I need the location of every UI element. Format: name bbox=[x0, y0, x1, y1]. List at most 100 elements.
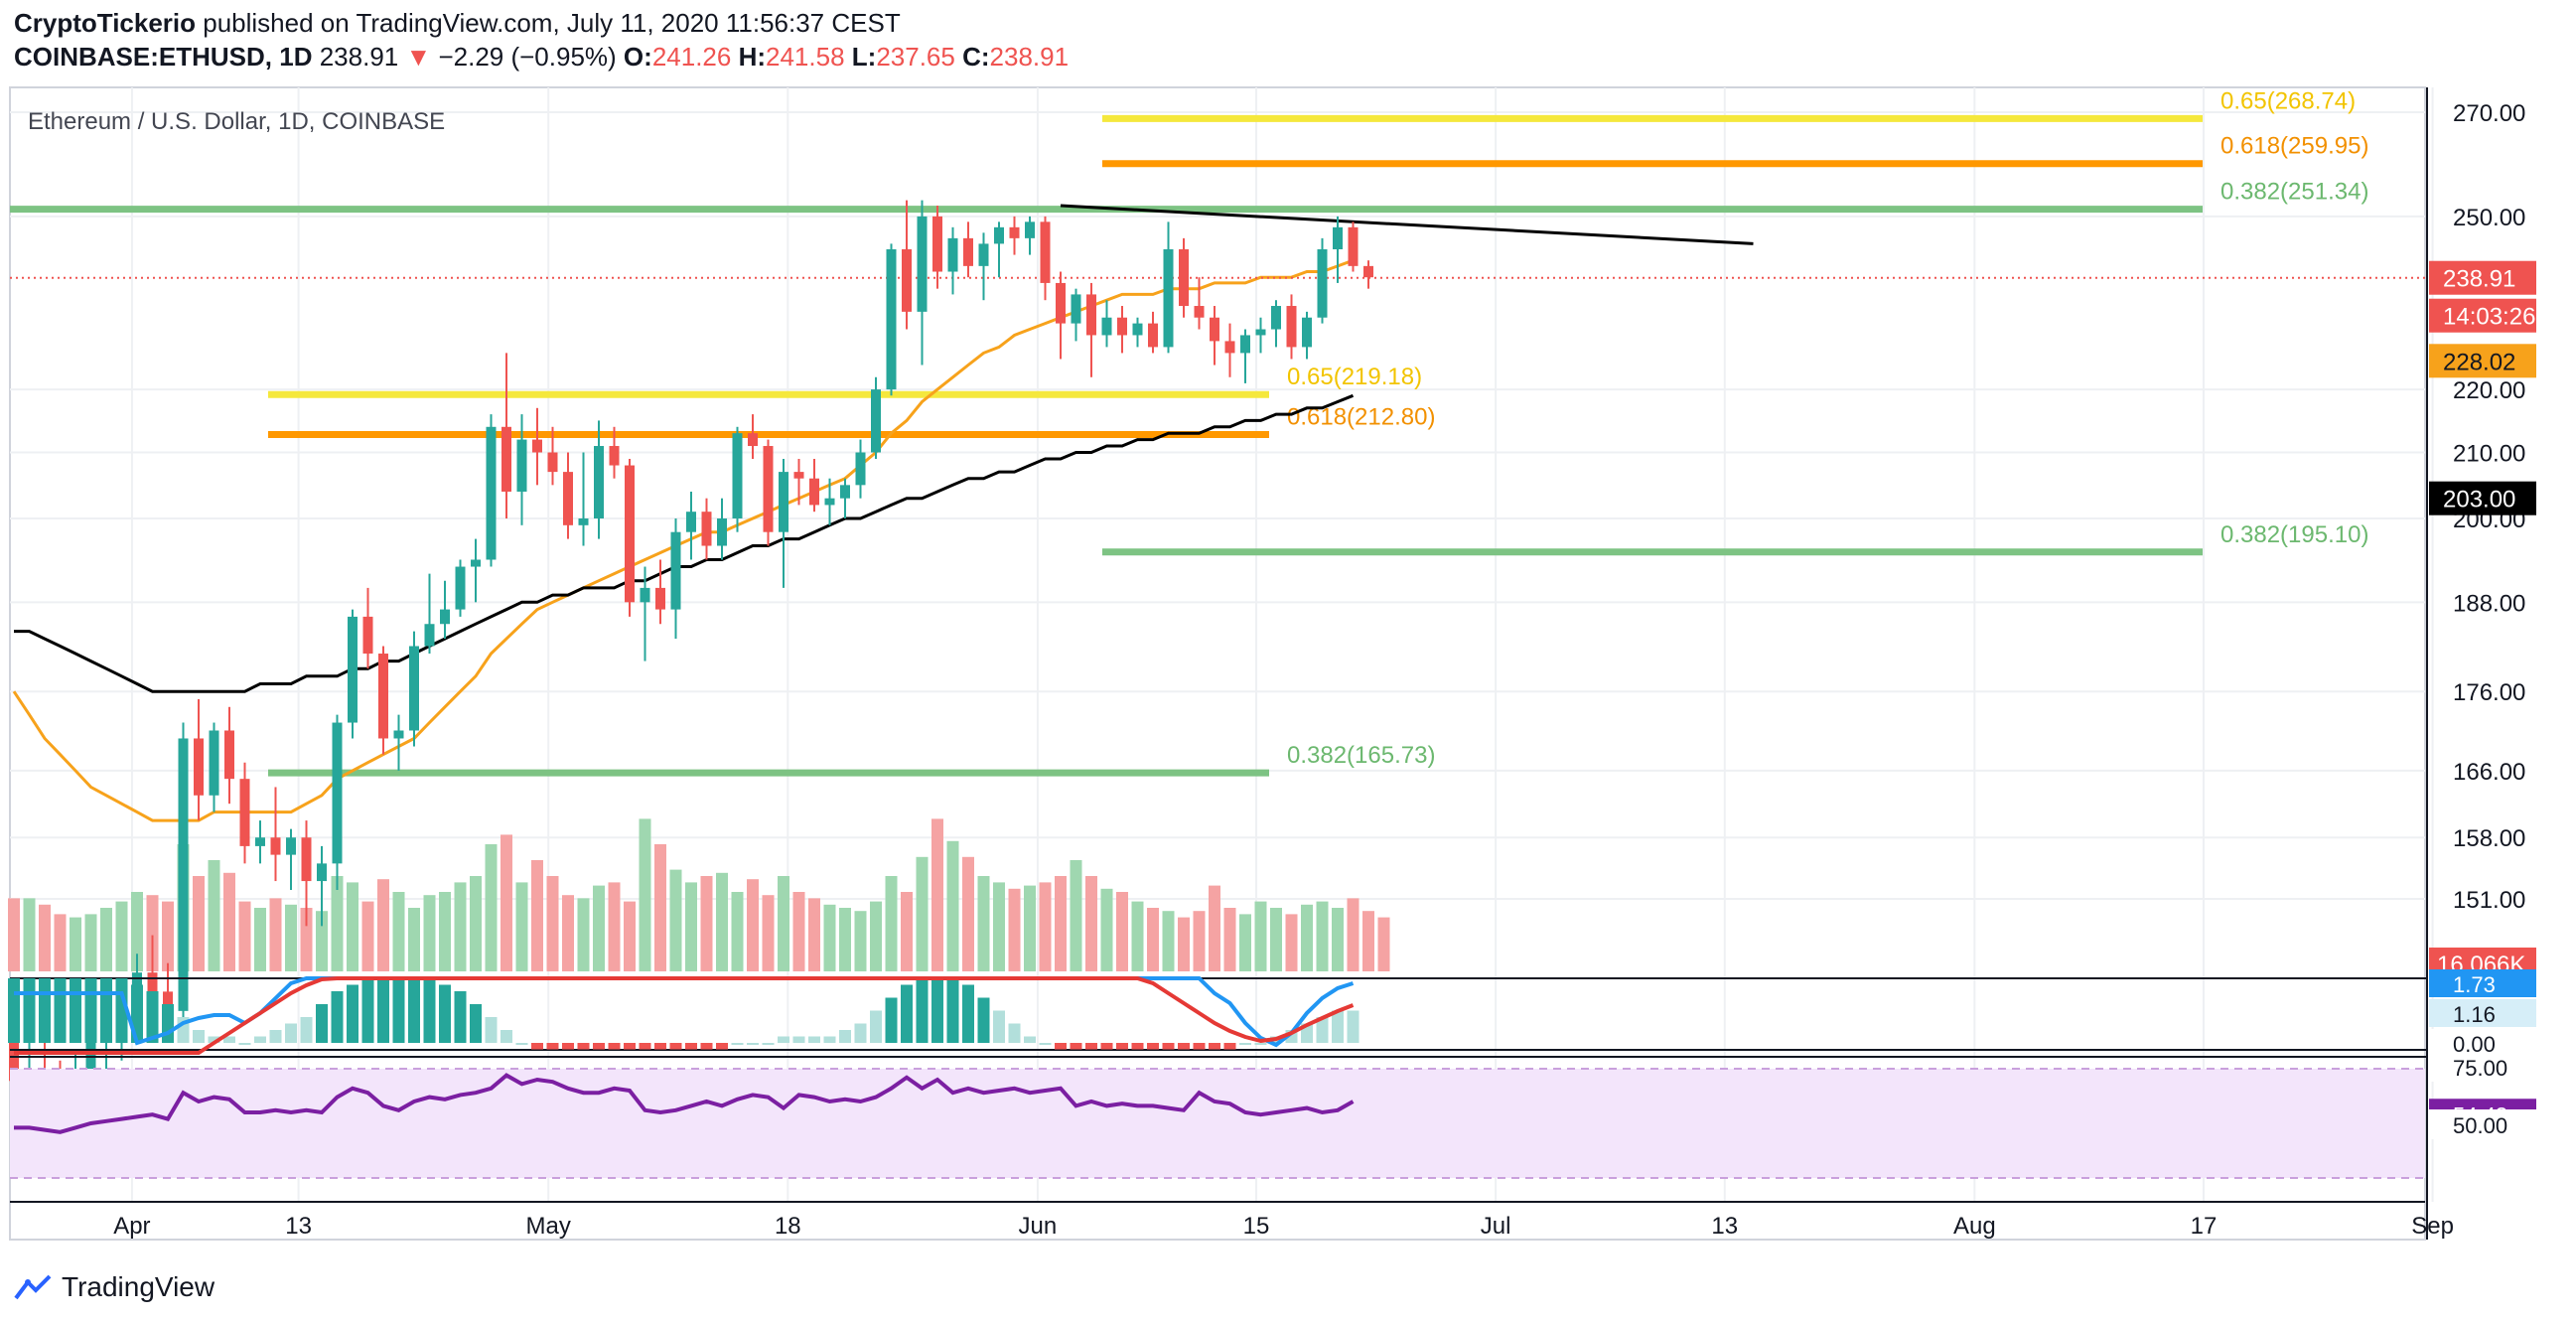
volume-bar bbox=[1100, 888, 1113, 971]
volume-bar bbox=[839, 908, 851, 971]
macd-hist-bar bbox=[269, 1030, 282, 1043]
time-tick-label: Sep bbox=[2411, 1213, 2454, 1240]
candle-body bbox=[301, 837, 312, 882]
price-tick-label: 188.00 bbox=[2453, 590, 2525, 617]
volume-bar bbox=[285, 904, 297, 971]
candle-body bbox=[1348, 226, 1359, 266]
price-tick-label: 220.00 bbox=[2453, 377, 2525, 404]
macd-hist-bar bbox=[1055, 1043, 1067, 1050]
macd-hist-bar bbox=[208, 1036, 220, 1043]
volume-bar bbox=[1039, 882, 1052, 971]
candle-body bbox=[978, 243, 989, 266]
publish-line: CryptoTickerio published on TradingView.… bbox=[14, 6, 901, 40]
fib-level-label: 0.382(195.10) bbox=[2220, 521, 2368, 548]
candle-body bbox=[1071, 294, 1081, 324]
sma-line bbox=[14, 393, 1355, 693]
volume-bar bbox=[377, 879, 389, 971]
published-text: published on TradingView.com, July 11, 2… bbox=[203, 8, 901, 38]
footer: TradingView bbox=[14, 1267, 215, 1307]
close-value: 238.91 bbox=[989, 42, 1070, 72]
macd-hist-bar bbox=[1100, 1043, 1113, 1050]
volume-bar bbox=[1085, 876, 1097, 971]
candle-body bbox=[440, 609, 450, 625]
macd-hist-bar bbox=[392, 978, 405, 1043]
macd-hist-bar bbox=[454, 991, 467, 1043]
volume-bar bbox=[901, 892, 913, 971]
macd-hist-bar bbox=[316, 1004, 328, 1043]
macd-hist-bar bbox=[1209, 1043, 1220, 1050]
close-label: C: bbox=[962, 42, 990, 72]
footer-brand[interactable]: TradingView bbox=[62, 1271, 215, 1302]
volume-bar bbox=[1270, 908, 1282, 971]
volume-bar bbox=[1209, 885, 1220, 971]
fib-level-label: 0.382(165.73) bbox=[1287, 742, 1435, 769]
candle-body bbox=[409, 646, 419, 731]
macd-hist-bar bbox=[870, 1010, 882, 1043]
volume-bar bbox=[624, 901, 636, 971]
macd-hist-bar bbox=[669, 1043, 682, 1050]
price-label-bg bbox=[2429, 298, 2536, 333]
macd-hist-bar bbox=[1131, 1043, 1144, 1050]
price-tick-label: 151.00 bbox=[2453, 887, 2525, 914]
candle-body bbox=[947, 237, 958, 272]
candle-body bbox=[1101, 317, 1112, 336]
volume-bar bbox=[1147, 908, 1159, 971]
time-tick-label: May bbox=[526, 1213, 571, 1240]
macd-hist-bar bbox=[977, 997, 990, 1043]
candle-body bbox=[824, 498, 835, 506]
candle-body bbox=[655, 587, 665, 610]
candle-body bbox=[748, 433, 758, 447]
macd-hist-bar bbox=[100, 978, 112, 1043]
volume-bar bbox=[962, 856, 974, 971]
macd-hist-bar bbox=[1070, 1043, 1082, 1050]
macd-hist-bar bbox=[377, 978, 389, 1043]
candle-body bbox=[1132, 323, 1143, 336]
volume-bar bbox=[39, 904, 51, 971]
candle-body bbox=[224, 730, 234, 780]
chart-canvas[interactable]: 0.65(268.74) 0.618(259.95) 0.382(251.34) 0.… bbox=[0, 0, 2576, 1261]
time-tick-label: 13 bbox=[1711, 1213, 1738, 1240]
price-tick-label: 158.00 bbox=[2453, 825, 2525, 852]
price-label-bg bbox=[2429, 481, 2536, 515]
macd-hist-bar bbox=[1239, 1043, 1251, 1045]
volume-bar bbox=[238, 901, 251, 971]
low-value: 237.65 bbox=[876, 42, 955, 72]
candle-body bbox=[194, 738, 204, 796]
time-tick-label: 15 bbox=[1243, 1213, 1270, 1240]
volume-bar bbox=[131, 892, 143, 971]
volume-bar bbox=[1347, 898, 1360, 971]
macd-hist-bar bbox=[854, 1023, 867, 1043]
volume-bar bbox=[731, 892, 744, 971]
macd-hist-bar bbox=[762, 1043, 775, 1045]
candle-body bbox=[855, 452, 866, 486]
macd-hist-bar bbox=[931, 978, 943, 1043]
volume-bar bbox=[485, 844, 498, 971]
price-label-text: 228.02 bbox=[2443, 349, 2515, 375]
volume-bar bbox=[54, 914, 67, 971]
macd-hist-bar bbox=[685, 1043, 697, 1050]
publisher-name[interactable]: CryptoTickerio bbox=[14, 8, 197, 38]
volume-bar bbox=[792, 892, 805, 971]
candle-body bbox=[1117, 317, 1127, 336]
macd-hist-bar bbox=[1116, 1043, 1128, 1050]
volume-bar bbox=[501, 834, 512, 971]
macd-hist-bar bbox=[470, 1004, 482, 1043]
candle-body bbox=[902, 248, 912, 312]
volume-bar bbox=[700, 876, 713, 971]
candle-body bbox=[163, 991, 173, 1011]
macd-hist-bar bbox=[39, 978, 51, 1043]
macd-label-bg bbox=[2429, 969, 2536, 997]
macd-hist-bar bbox=[300, 1017, 313, 1043]
macd-hist-bar bbox=[84, 978, 97, 1043]
volume-bar bbox=[115, 901, 128, 971]
volume-bar bbox=[423, 895, 436, 971]
time-tick-label: Jun bbox=[1019, 1213, 1058, 1240]
volume-bar bbox=[1162, 911, 1175, 971]
time-tick-label: Jul bbox=[1481, 1213, 1511, 1240]
volume-bar bbox=[84, 914, 97, 971]
macd-hist-bar bbox=[254, 1036, 266, 1043]
macd-hist-bar bbox=[608, 1043, 621, 1050]
macd-hist-bar bbox=[562, 1043, 574, 1050]
price-label-text: 238.91 bbox=[2443, 266, 2515, 293]
volume-bar bbox=[654, 844, 666, 971]
